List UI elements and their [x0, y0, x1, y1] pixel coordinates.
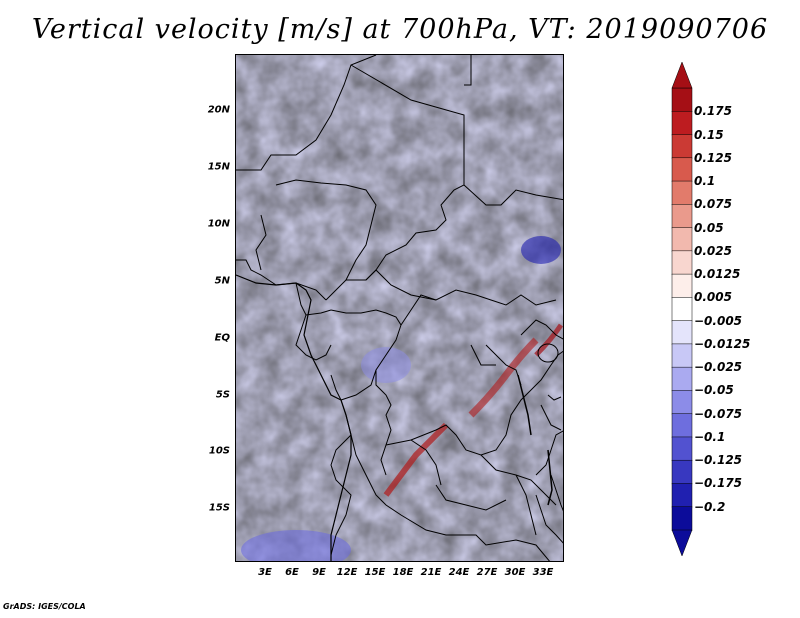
colorbar-tick-label: −0.075 — [694, 406, 743, 421]
colorbar-tick-label: 0.05 — [694, 220, 724, 235]
coastline — [236, 274, 352, 561]
colorbar-segment — [671, 320, 693, 345]
map-canvas — [236, 55, 563, 561]
ascent-band — [468, 337, 539, 418]
lat-tick-label: 20N — [207, 104, 230, 116]
lon-tick-label: 33E — [532, 567, 554, 578]
colorbar-tick-label: 0.005 — [694, 290, 732, 305]
descent-area — [241, 530, 351, 561]
colorbar-tick-label: −0.005 — [694, 313, 743, 328]
colorbar-tick-label: 0.0125 — [694, 267, 741, 282]
lat-tick-label: 15N — [207, 161, 230, 173]
colorbar-segment — [671, 273, 693, 299]
colorbar-segment — [671, 506, 693, 531]
colorbar-tick-label: −0.0125 — [694, 336, 751, 351]
colorbar-tick-label: 0.15 — [694, 127, 724, 142]
descent-area — [361, 347, 411, 383]
lon-tick-label: 12E — [336, 567, 358, 578]
grads-credit: GrADS: IGES/COLA — [3, 602, 86, 611]
colorbar-tick-label: −0.025 — [694, 360, 743, 375]
lon-tick-label: 30E — [504, 567, 526, 578]
lake-tanganyika — [517, 374, 532, 436]
lon-tick-label: 21E — [420, 567, 442, 578]
colorbar-segment — [671, 111, 693, 136]
lon-tick-label: 24E — [448, 567, 470, 578]
colorbar-tick-label: −0.05 — [694, 383, 734, 398]
country-borders — [236, 55, 563, 561]
map-panel — [235, 54, 564, 562]
colorbar-segment — [671, 413, 693, 438]
lon-tick-label: 15E — [364, 567, 386, 578]
lon-tick-label: 9E — [312, 567, 326, 578]
colorbar-tick-label: 0.1 — [694, 174, 716, 189]
colorbar-tick-label: 0.075 — [694, 197, 732, 212]
lat-tick-label: 5N — [214, 275, 230, 287]
colorbar-tick-label: −0.175 — [694, 476, 743, 491]
lat-tick-label: EQ — [214, 332, 230, 344]
colorbar-segment — [671, 483, 693, 508]
colorbar-segment — [671, 459, 693, 485]
colorbar-tick-label: 0.125 — [694, 150, 732, 165]
lat-tick-label: 10N — [207, 218, 230, 230]
colorbar-min-arrow — [671, 529, 693, 557]
ascent-band — [383, 422, 449, 497]
lat-tick-label: 15S — [208, 502, 230, 514]
colorbar-tick-label: −0.2 — [694, 499, 726, 514]
colorbar-segment — [671, 180, 693, 206]
colorbar — [671, 61, 693, 557]
lon-tick-label: 3E — [258, 567, 272, 578]
colorbar-tick-label: 0.025 — [694, 243, 732, 258]
lat-tick-label: 5S — [215, 389, 230, 401]
colorbar-segment — [671, 343, 693, 368]
colorbar-tick-label: 0.175 — [694, 104, 732, 119]
colorbar-segment — [671, 204, 693, 229]
colorbar-tick-label: −0.125 — [694, 453, 743, 468]
lon-tick-label: 18E — [392, 567, 414, 578]
colorbar-segment — [671, 157, 693, 182]
descent-area — [521, 236, 561, 264]
colorbar-segment — [671, 250, 693, 275]
lon-tick-label: 6E — [285, 567, 299, 578]
colorbar-segment — [671, 390, 693, 415]
colorbar-segment — [671, 134, 693, 159]
lake-malawi — [547, 449, 553, 506]
chart-title: Vertical velocity [m/s] at 700hPa, VT: 2… — [31, 14, 769, 45]
lat-tick-label: 10S — [208, 445, 230, 457]
velocity-field-neutral — [236, 55, 563, 561]
colorbar-segment — [671, 366, 693, 392]
colorbar-segment — [671, 227, 693, 252]
colorbar-segment — [671, 436, 693, 461]
colorbar-segment — [671, 87, 693, 113]
colorbar-tick-label: −0.1 — [694, 429, 726, 444]
lake-victoria — [537, 343, 559, 363]
colorbar-segment — [671, 297, 693, 322]
lon-tick-label: 27E — [476, 567, 498, 578]
colorbar-max-arrow — [671, 61, 693, 89]
